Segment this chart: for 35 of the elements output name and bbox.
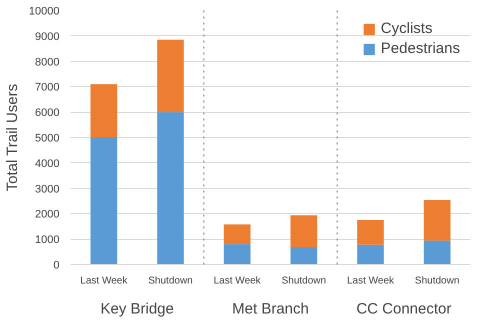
- bar: [424, 240, 450, 264]
- bar: [290, 215, 318, 248]
- x-tick-label: Shutdown: [282, 276, 326, 286]
- y-tick-label: 3000: [35, 183, 60, 196]
- bar: [157, 112, 184, 264]
- bar: [357, 244, 384, 264]
- x-tick-label: Shutdown: [148, 276, 193, 286]
- bar: [90, 84, 118, 138]
- y-tick-label: 4000: [35, 158, 60, 170]
- bar: [224, 224, 250, 244]
- y-tick-label: 9000: [35, 30, 60, 43]
- bar: [157, 40, 184, 112]
- x-tick-label: Shutdown: [414, 276, 460, 286]
- y-tick-label: 10000: [28, 6, 60, 18]
- bar: [357, 220, 384, 245]
- y-tick-label: 0: [53, 260, 60, 272]
- legend-label: Cyclists: [380, 20, 432, 37]
- x-tick-label: Last Week: [214, 276, 262, 286]
- x-tick-label: Last Week: [346, 276, 396, 286]
- bar: [224, 244, 250, 264]
- text: Key Bridge: [100, 300, 174, 318]
- x-tick-label: Last Week: [80, 276, 128, 286]
- bar: [424, 200, 450, 241]
- text: Met Branch: [232, 300, 309, 318]
- y-axis-title: Total Trail Users: [4, 84, 21, 192]
- bar: [90, 138, 118, 264]
- y-tick-label: 7000: [35, 82, 60, 94]
- y-tick-label: 2000: [35, 208, 60, 221]
- bar: [290, 247, 318, 264]
- y-tick-label: 5000: [35, 132, 60, 144]
- y-tick-label: 8000: [35, 56, 60, 68]
- y-tick-label: 1000: [35, 234, 60, 246]
- text: CC Connector: [356, 300, 452, 318]
- y-tick-label: 6000: [35, 107, 60, 120]
- legend-label: Pedestrians: [380, 40, 460, 57]
